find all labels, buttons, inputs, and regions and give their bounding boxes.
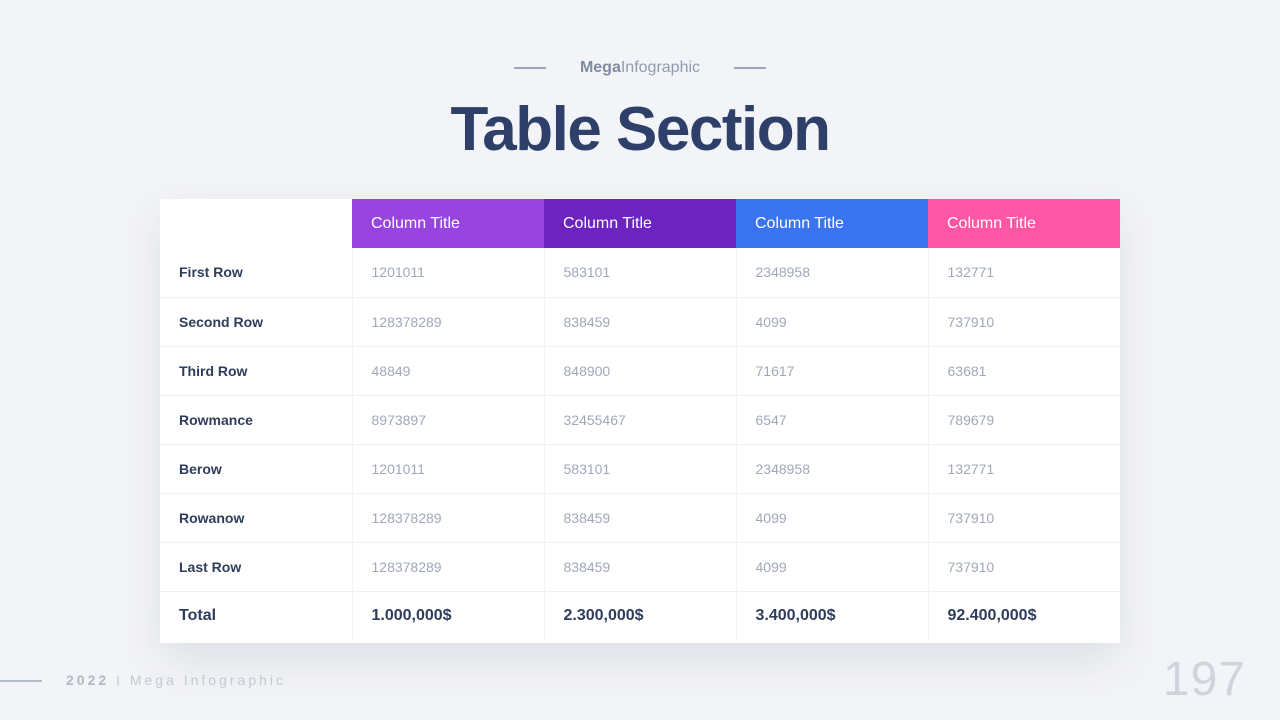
row-label: Third Row: [160, 346, 353, 396]
table-cell: 838459: [544, 542, 737, 592]
table-row: Third Row 48849 848900 71617 63681: [160, 346, 1120, 396]
table-cell: 1201011: [352, 248, 545, 298]
table-cell: 583101: [544, 248, 737, 298]
row-label: First Row: [160, 248, 353, 298]
table-cell: 128378289: [352, 297, 545, 347]
table-cell: 2348958: [736, 444, 929, 494]
kicker-line-left: [513, 67, 546, 69]
column-header-1: Column Title: [352, 199, 544, 248]
total-cell: 92.400,000$: [947, 607, 1037, 625]
data-table-card: Column Title Column Title Column Title C…: [160, 199, 1120, 643]
column-header-4: Column Title: [928, 199, 1120, 248]
row-label: Second Row: [160, 297, 353, 347]
table-cell: 8973897: [352, 395, 545, 445]
brand-light: Infographic: [620, 59, 701, 76]
table-row: Second Row 128378289 838459 4099 737910: [160, 297, 1120, 347]
table-cell: 737910: [928, 542, 1120, 592]
row-label: Last Row: [160, 542, 353, 592]
table-cell: 4099: [736, 297, 929, 347]
table-cell: 63681: [928, 346, 1120, 396]
table-cell: 132771: [928, 248, 1120, 298]
table-cell: 4099: [736, 493, 929, 543]
total-cell: 3.400,000$: [736, 591, 929, 641]
table-cell: 6547: [736, 395, 929, 445]
row-label: Rowmance: [160, 395, 353, 445]
table-cell: 1201011: [352, 444, 545, 494]
table-cell: 848900: [544, 346, 737, 396]
table-header-corner: [160, 199, 352, 248]
table-cell: 132771: [928, 444, 1120, 494]
table-cell: 789679: [928, 395, 1120, 445]
table-cell: 737910: [928, 493, 1120, 543]
page-title: Table Section: [450, 95, 832, 164]
total-label: Total: [160, 591, 353, 641]
column-header-3: Column Title: [736, 199, 928, 248]
row-label: Rowanow: [160, 493, 353, 543]
total-cell: 1.000,000$: [352, 591, 545, 641]
footer-brand: Mega Infographic: [129, 672, 287, 688]
table-cell: 838459: [544, 297, 737, 347]
footer-year: 2022: [66, 672, 110, 688]
table-row: Berow 1201011 583101 2348958 132771: [160, 444, 1120, 494]
table-row: First Row 1201011 583101 2348958 132771: [160, 248, 1120, 298]
brand-bold: Mega: [579, 59, 621, 76]
table-cell: 2348958: [736, 248, 929, 298]
table-cell: 71617: [736, 346, 929, 396]
table-total-row: Total 1.000,000$ 2.300,000$ 3.400,000$ 9…: [160, 591, 1120, 641]
footer-line: [0, 680, 42, 682]
page-number: 197: [1162, 653, 1246, 706]
table-cell: 128378289: [352, 542, 545, 592]
table-cell: 4099: [736, 542, 929, 592]
brand-label: MegaInfographic: [580, 56, 700, 80]
footer-separator: I: [116, 672, 123, 688]
table-row: Rowmance 8973897 32455467 6547 789679: [160, 395, 1120, 445]
header-kicker: MegaInfographic: [0, 56, 1280, 80]
kicker-line-right: [734, 67, 767, 69]
footer-caption: 2022 I Mega Infographic: [66, 670, 286, 690]
table-cell: 48849: [352, 346, 545, 396]
table-cell: 32455467: [544, 395, 737, 445]
table-cell: 128378289: [352, 493, 545, 543]
table-row: Last Row 128378289 838459 4099 737910: [160, 542, 1120, 592]
table-row: Rowanow 128378289 838459 4099 737910: [160, 493, 1120, 543]
table-cell: 583101: [544, 444, 737, 494]
table-cell: 737910: [928, 297, 1120, 347]
table-header-row: Column Title Column Title Column Title C…: [160, 199, 1120, 248]
row-label: Berow: [160, 444, 353, 494]
data-table: Column Title Column Title Column Title C…: [160, 199, 1120, 641]
column-header-2: Column Title: [544, 199, 736, 248]
total-cell: 2.300,000$: [544, 591, 737, 641]
table-cell: 838459: [544, 493, 737, 543]
